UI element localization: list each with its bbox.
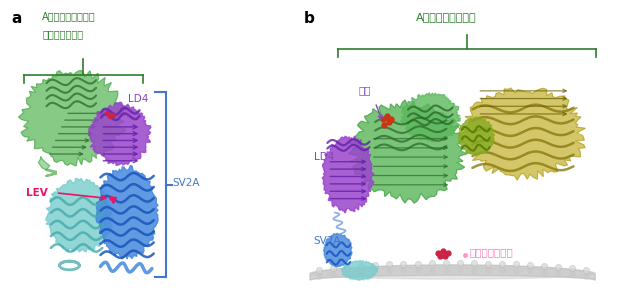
- Polygon shape: [46, 178, 113, 252]
- Text: b: b: [304, 11, 315, 26]
- Polygon shape: [19, 71, 126, 166]
- Text: LEV: LEV: [26, 188, 48, 197]
- Text: 糖鎖: 糖鎖: [358, 86, 371, 95]
- Polygon shape: [401, 93, 461, 142]
- Text: a: a: [11, 11, 22, 26]
- Polygon shape: [322, 136, 374, 213]
- Text: A型ボツリヌス毒素: A型ボツリヌス毒素: [416, 12, 477, 22]
- Polygon shape: [324, 233, 352, 267]
- Text: SV2A: SV2A: [314, 236, 341, 246]
- Text: 受容体結合部位: 受容体結合部位: [42, 29, 83, 39]
- Text: A型ボツリヌス毒素: A型ボツリヌス毒素: [42, 11, 95, 21]
- Text: SV2A: SV2A: [172, 178, 200, 188]
- Polygon shape: [89, 102, 151, 165]
- Text: ガングリオシド: ガングリオシド: [470, 247, 514, 257]
- Polygon shape: [348, 100, 467, 203]
- Polygon shape: [96, 166, 158, 259]
- Ellipse shape: [310, 267, 595, 279]
- Text: LD4: LD4: [314, 152, 334, 162]
- Text: LD4: LD4: [128, 94, 149, 104]
- Polygon shape: [460, 88, 585, 180]
- Polygon shape: [342, 261, 378, 280]
- Polygon shape: [310, 265, 595, 280]
- Polygon shape: [458, 117, 494, 155]
- Polygon shape: [38, 157, 50, 170]
